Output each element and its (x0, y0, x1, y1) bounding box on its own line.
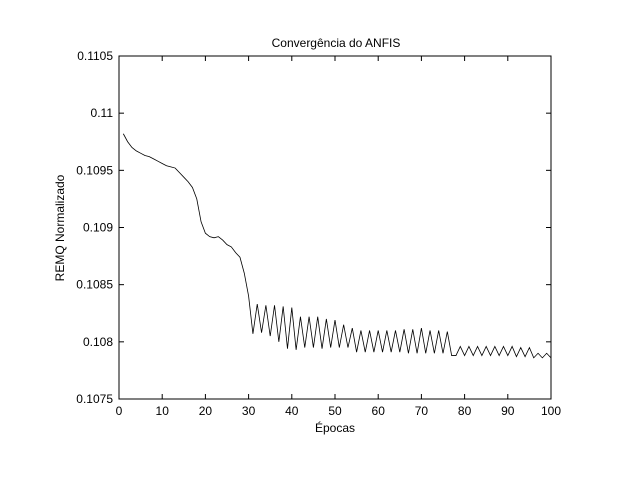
y-tick-label: 0.109 (83, 221, 113, 235)
x-axis-label: Épocas (315, 420, 355, 435)
x-tick-label: 80 (458, 404, 472, 418)
y-tick-label: 0.108 (83, 335, 113, 349)
y-tick-label: 0.1105 (77, 49, 113, 63)
x-tick-label: 0 (116, 404, 123, 418)
y-axis-label: REMQ Normalizado (53, 174, 67, 281)
series-line-remq (122, 133, 552, 359)
y-tick-labels: 0.1075 0.108 0.1085 0.109 0.1095 0.11 0.1105 (76, 49, 113, 406)
y-tick-label: 0.1075 (76, 392, 113, 406)
x-tick-label: 100 (541, 404, 561, 418)
x-tick-label: 60 (372, 404, 386, 418)
y-tick-label: 0.1085 (76, 278, 113, 292)
x-tick-label: 40 (285, 404, 299, 418)
x-tick-label: 20 (199, 404, 213, 418)
y-tick-label: 0.11 (91, 106, 114, 120)
x-tick-labels: 0 10 20 30 40 50 60 70 80 90 100 (116, 404, 562, 418)
x-tick-label: 50 (328, 404, 342, 418)
x-tick-label: 70 (415, 404, 429, 418)
plot-area (118, 55, 552, 400)
x-tick-label: 90 (501, 404, 515, 418)
chart-title: Convergência do ANFIS (272, 36, 401, 50)
x-tick-label: 10 (156, 404, 170, 418)
y-tick-label: 0.1095 (76, 163, 113, 177)
axis-ticks (118, 55, 552, 400)
x-tick-label: 30 (242, 404, 256, 418)
